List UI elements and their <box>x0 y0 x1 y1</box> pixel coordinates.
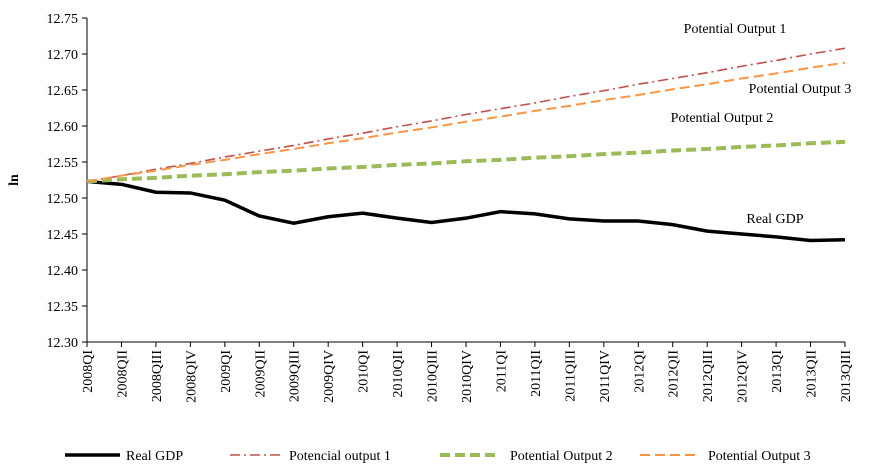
x-tick-label: 2012QIV <box>736 350 751 403</box>
x-tick-label: 2009QI <box>219 350 234 393</box>
annotation: Real GDP <box>746 212 803 227</box>
x-tick-label: 2012QII <box>667 350 682 398</box>
x-tick-label: 2009QII <box>253 350 268 398</box>
x-tick-label: 2008QIII <box>150 350 165 402</box>
x-tick-label: 2009QIV <box>322 350 337 403</box>
x-tick-label: 2008QII <box>115 350 130 398</box>
y-tick-label: 12.55 <box>47 156 79 171</box>
y-tick-label: 12.45 <box>47 228 79 243</box>
x-tick-label: 2008QIV <box>184 350 199 403</box>
x-tick-label: 2011QI <box>494 350 509 393</box>
legend-label: Potential Output 3 <box>708 449 811 464</box>
y-axis-label: ln <box>7 174 22 186</box>
legend-label: Potencial output 1 <box>289 449 391 464</box>
y-tick-label: 12.70 <box>47 48 79 63</box>
x-tick-label: 2012QI <box>632 350 647 393</box>
series-line <box>86 139 846 184</box>
legend-label: Potential Output 2 <box>510 449 613 464</box>
series-line <box>86 47 846 183</box>
x-tick-label: 2011QIV <box>598 350 613 402</box>
y-tick-label: 12.50 <box>47 192 79 207</box>
x-tick-label: 2013QII <box>805 350 820 398</box>
x-tick-label: 2013QI <box>770 350 785 393</box>
y-tick-label: 12.35 <box>47 300 79 315</box>
series-line <box>86 179 846 243</box>
series-line <box>86 61 846 183</box>
y-tick-label: 12.30 <box>47 336 79 351</box>
legend-label: Real GDP <box>126 449 183 464</box>
annotation: Potential Output 3 <box>749 82 852 97</box>
x-tick-label: 2010QI <box>357 350 372 393</box>
x-tick-label: 2012QIII <box>701 350 716 402</box>
x-tick-label: 2011QIII <box>563 350 578 402</box>
annotation: Potential Output 2 <box>671 111 774 126</box>
x-tick-label: 2011QII <box>529 350 544 397</box>
annotation: Potential Output 1 <box>684 22 787 37</box>
y-tick-label: 12.60 <box>47 120 79 135</box>
y-tick-label: 12.65 <box>47 84 79 99</box>
x-tick-label: 2010QIV <box>460 350 475 403</box>
y-tick-label: 12.75 <box>47 12 79 27</box>
x-tick-label: 2008QI <box>81 350 96 393</box>
x-tick-label: 2009QIII <box>288 350 303 402</box>
x-tick-label: 2013QIII <box>839 350 854 402</box>
y-tick-label: 12.40 <box>47 264 79 279</box>
x-tick-label: 2010QIII <box>426 350 441 402</box>
x-tick-label: 2010QII <box>391 350 406 398</box>
